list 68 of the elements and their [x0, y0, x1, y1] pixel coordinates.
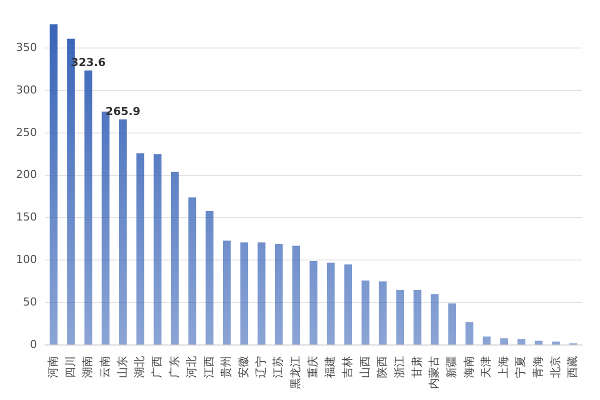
- bar: [448, 303, 456, 344]
- y-tick-label: 350: [16, 40, 37, 54]
- x-tick-label: 内蒙古: [428, 356, 441, 389]
- x-tick-label: 天津: [480, 356, 493, 378]
- bar: [274, 244, 283, 344]
- x-tick-label: 江西: [202, 356, 216, 378]
- bar: [50, 24, 58, 344]
- y-tick-label: 250: [16, 126, 37, 139]
- x-tick-label: 甘肃: [410, 356, 424, 378]
- x-tick-label: 浙江: [392, 356, 406, 378]
- x-tick-label: 安徽: [237, 356, 250, 378]
- x-tick-label: 河南: [46, 356, 60, 378]
- x-tick-label: 青海: [532, 356, 545, 378]
- x-tick-label: 新疆: [444, 356, 458, 378]
- bar: [154, 154, 162, 344]
- y-tick-label: 200: [16, 168, 37, 182]
- x-tick-label: 湖北: [133, 356, 146, 378]
- bar: [171, 172, 179, 344]
- bar: [326, 262, 335, 344]
- bar: [517, 339, 526, 344]
- x-tick-label: 西藏: [566, 356, 580, 378]
- x-tick-label: 上海: [496, 356, 510, 378]
- bar: [430, 294, 439, 344]
- x-tick-label: 辽宁: [254, 356, 268, 378]
- bar: [84, 70, 92, 344]
- x-tick-label: 云南: [98, 356, 112, 378]
- x-tick-label: 广西: [150, 356, 164, 378]
- bar: [292, 246, 300, 344]
- bar: [396, 290, 404, 344]
- x-tick-label: 黑龙江: [289, 356, 302, 389]
- bar: [310, 261, 318, 344]
- x-tick-label: 宁夏: [514, 356, 528, 378]
- bar: [414, 290, 422, 344]
- x-tick-label: 贵州: [220, 356, 233, 378]
- x-tick-label: 重庆: [306, 356, 320, 378]
- x-tick-label: 四川: [64, 356, 77, 378]
- bar: [362, 280, 370, 344]
- bar: [206, 210, 214, 344]
- x-tick-label: 北京: [548, 356, 562, 378]
- x-tick-label: 吉林: [341, 356, 354, 378]
- bar: [188, 197, 196, 344]
- x-tick-label: 江苏: [272, 356, 285, 378]
- y-tick-label: 300: [16, 83, 37, 96]
- x-tick-label: 海南: [462, 356, 476, 378]
- bar: [466, 322, 474, 344]
- y-tick-label: 50: [22, 295, 37, 308]
- y-tick-label: 0: [30, 338, 37, 351]
- bar: [482, 336, 491, 344]
- bar: [534, 340, 543, 344]
- bar: [119, 119, 127, 344]
- data-label: 265.9: [106, 104, 140, 118]
- x-tick-label: 福建: [324, 356, 337, 378]
- bar: [500, 338, 508, 344]
- bar: [136, 153, 144, 344]
- y-tick-label: 150: [16, 210, 37, 224]
- x-tick-label: 湖南: [81, 356, 94, 378]
- bar: [378, 281, 387, 344]
- x-tick-label: 山西: [358, 356, 372, 378]
- x-tick-label: 山东: [116, 356, 129, 378]
- bar: [344, 264, 352, 344]
- bar: [222, 240, 231, 344]
- bar: [258, 242, 266, 344]
- bar: [552, 342, 560, 344]
- x-tick-label: 河北: [185, 356, 198, 378]
- x-tick-label: 陕西: [376, 356, 389, 378]
- bar: [240, 242, 248, 344]
- y-tick-label: 100: [16, 253, 37, 266]
- x-tick-label: 广东: [168, 356, 181, 378]
